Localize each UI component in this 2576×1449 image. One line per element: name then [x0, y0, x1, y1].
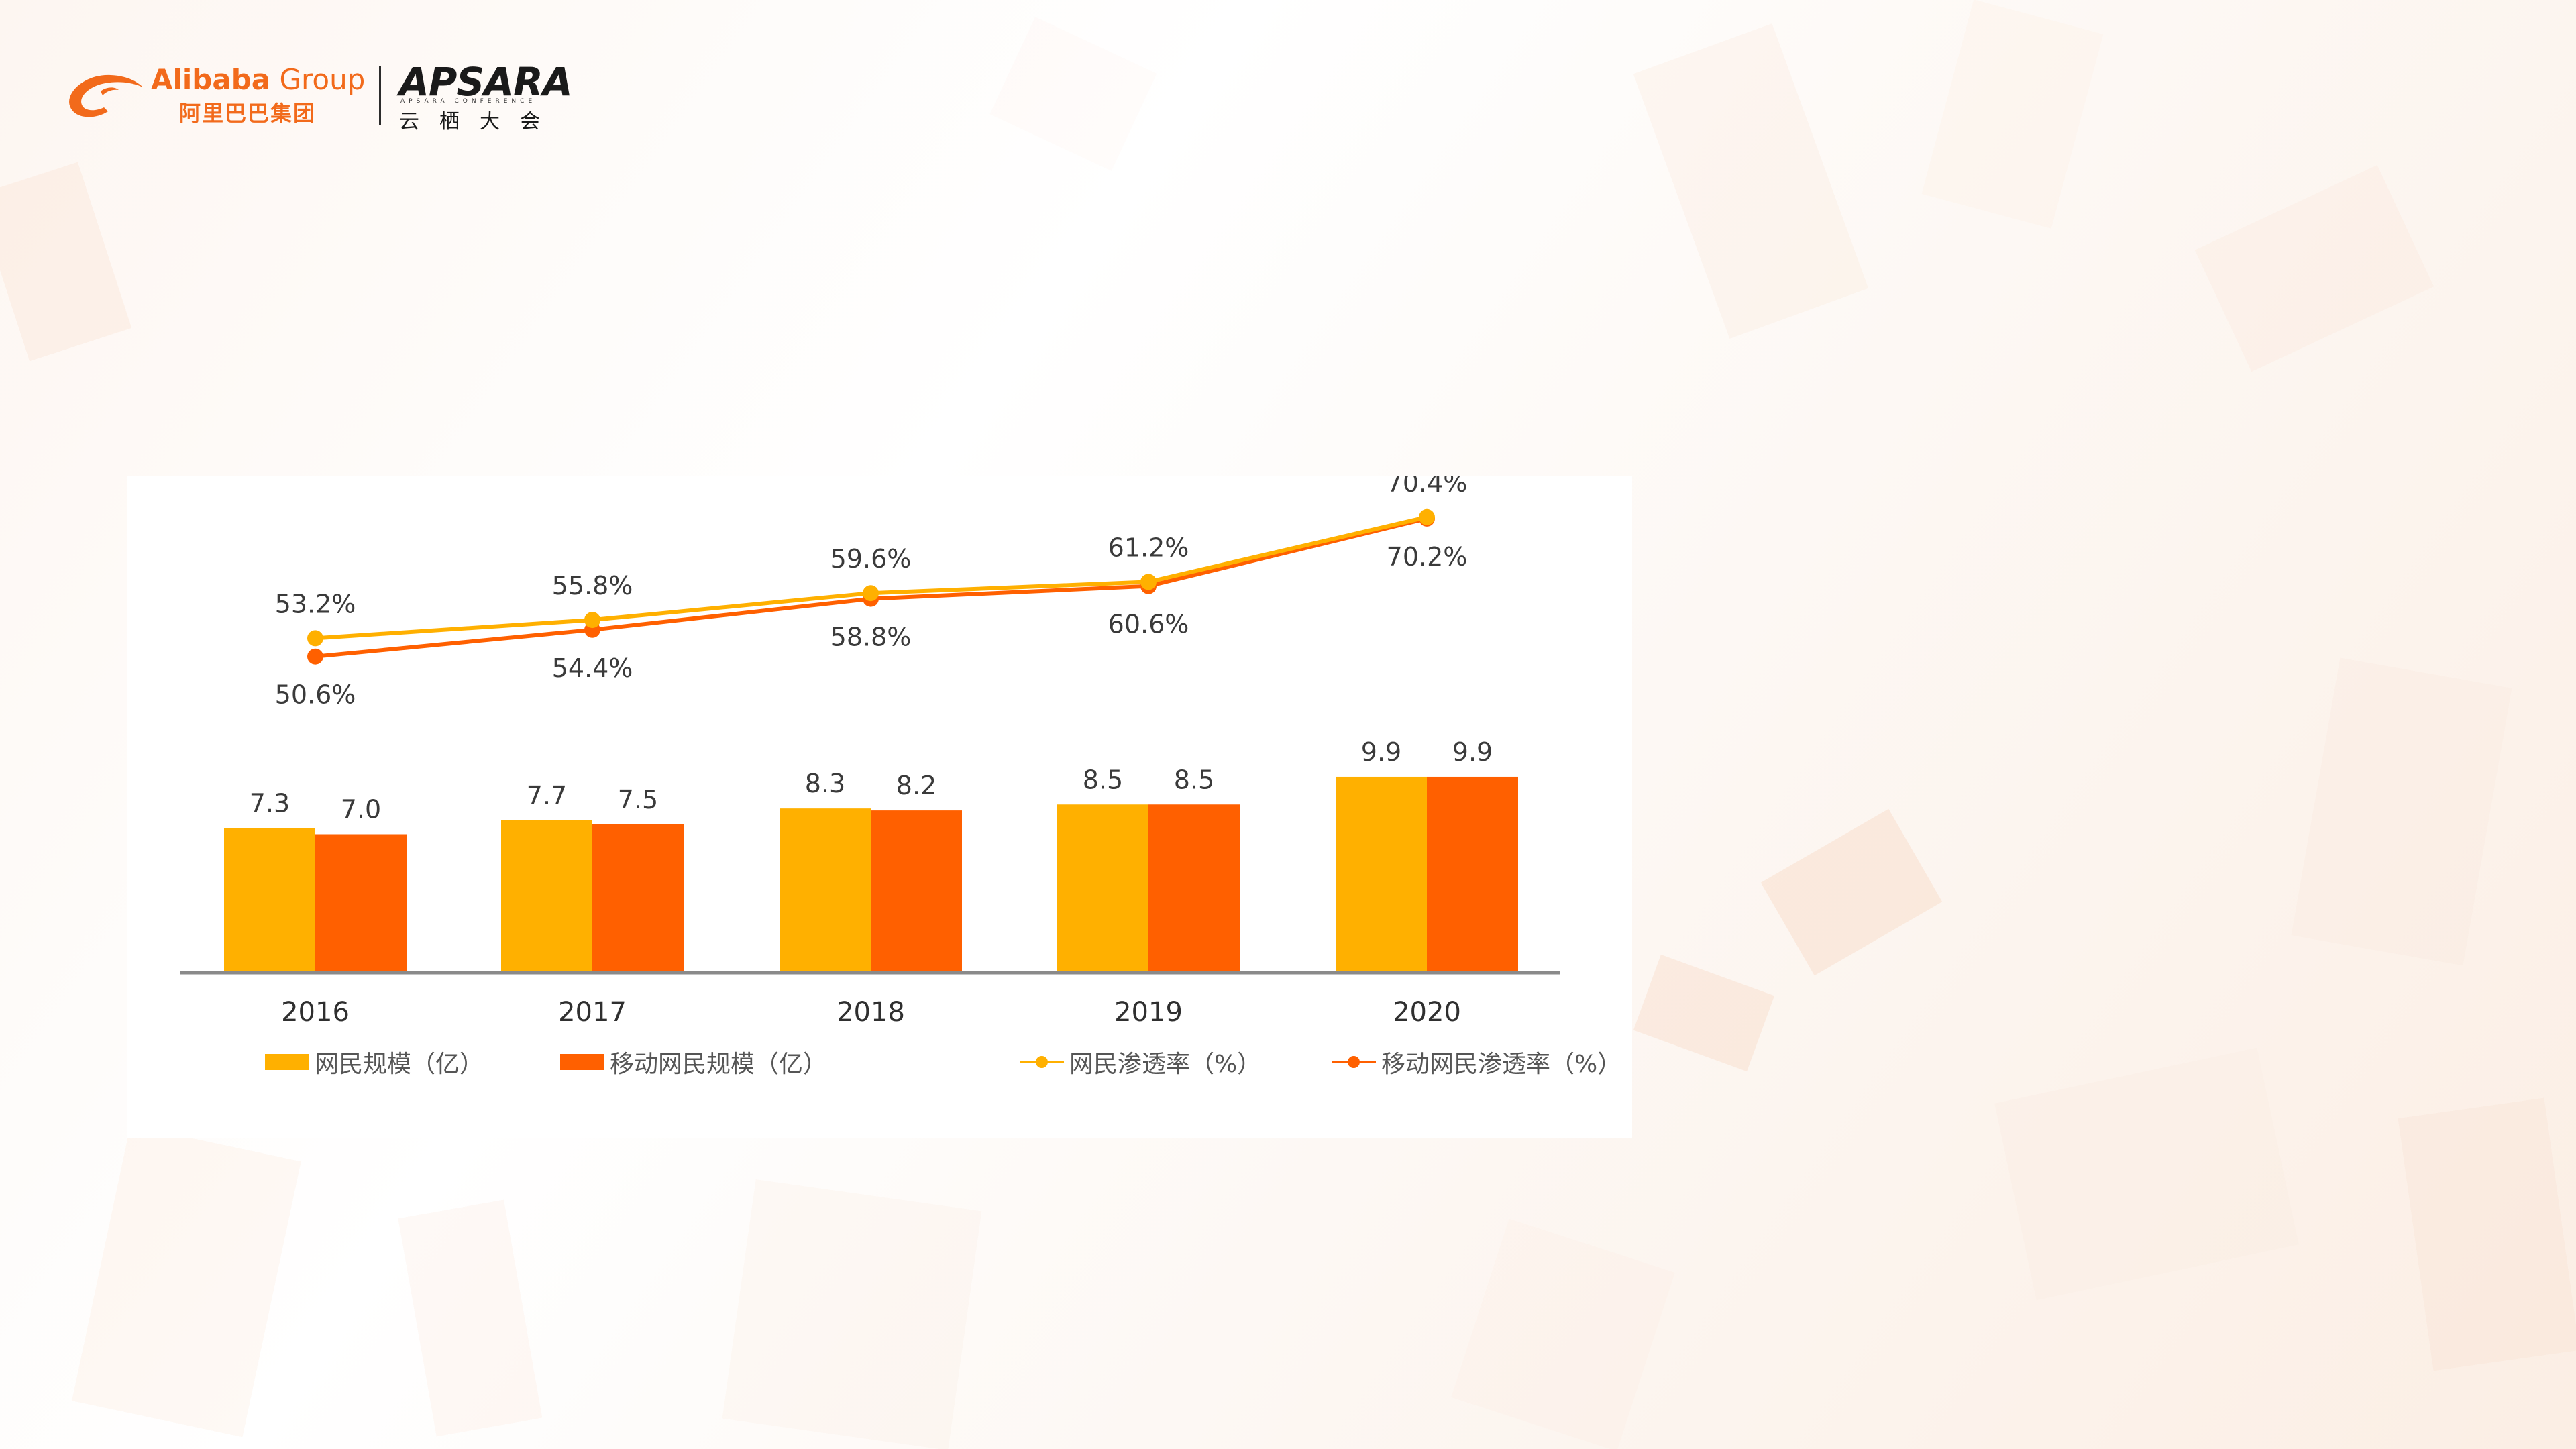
- bar-value-label: 8.5: [1174, 765, 1214, 794]
- alibaba-group-wordmark: Alibaba Group: [151, 63, 366, 96]
- alibaba-cn-wordmark: 阿里巴巴集团: [179, 101, 317, 126]
- mobile-rate-value-label: 50.6%: [275, 680, 356, 710]
- netizen-rate-point-2018: [863, 585, 879, 602]
- netizen-rate-value-label: 53.2%: [275, 589, 356, 619]
- bar-netizen-2019: [1057, 804, 1148, 973]
- netizen-rate-point-2020: [1419, 508, 1435, 525]
- bar-value-label: 7.5: [618, 785, 658, 814]
- alibaba-logo-icon: [69, 74, 143, 117]
- x-tick-label: 2020: [1393, 997, 1461, 1028]
- bar-mobile-2020: [1427, 776, 1518, 973]
- legend-label: 网民渗透率（%）: [1069, 1051, 1262, 1078]
- legend-label: 移动网民渗透率（%）: [1381, 1051, 1622, 1078]
- bar-value-label: 8.2: [896, 771, 936, 800]
- mobile-rate-value-label: 58.8%: [830, 623, 912, 652]
- legend-swatch-netizen-line: [1020, 1054, 1064, 1070]
- bar-netizen-2016: [224, 828, 315, 973]
- bar-value-label: 8.3: [805, 769, 845, 798]
- apsara-cn-wordmark: 云栖大会: [399, 110, 560, 133]
- netizen-rate-value-label: 55.8%: [552, 571, 633, 600]
- netizen-rate-value-label: 70.4%: [1387, 476, 1468, 498]
- bar-mobile-2018: [871, 810, 962, 973]
- chart-legend: 网民规模（亿） 移动网民规模（亿） 网民渗透率（%） 移动网民渗透率（%）: [265, 1045, 1621, 1079]
- mobile-rate-value-label: 70.2%: [1387, 542, 1468, 572]
- x-tick-label: 2016: [281, 997, 350, 1028]
- logo-divider: [379, 66, 381, 125]
- bar-value-label: 7.7: [527, 781, 567, 810]
- bar-value-label: 7.0: [341, 795, 381, 824]
- bar-mobile-2016: [315, 834, 407, 973]
- netizen-rate-point-2016: [307, 630, 323, 647]
- x-tick-label: 2018: [837, 997, 905, 1028]
- mobile-rate-value-label: 60.6%: [1108, 610, 1189, 639]
- apsara-conference-subtitle: APSARA CONFERENCE: [400, 98, 537, 105]
- chart-panel: 7.3 7.0 2016 7.7 7.5 2017 8.3 8.2 2018 8.5 8.5 2019…: [127, 476, 1632, 1138]
- netizen-rate-point-2017: [584, 612, 600, 629]
- bar-netizen-2020: [1336, 776, 1427, 973]
- header-logos: Alibaba Group 阿里巴巴集团 APSARA APSARA CONFE…: [64, 59, 587, 133]
- legend-swatch-mobile-bar: [560, 1054, 604, 1070]
- legend-item-mobile: 移动网民规模（亿）: [560, 1045, 827, 1079]
- legend-label: 网民规模（亿）: [315, 1051, 484, 1078]
- legend-swatch-netizen-bar: [265, 1054, 309, 1070]
- mobile-rate-value-label: 54.4%: [552, 653, 633, 683]
- bar-value-label: 8.5: [1083, 765, 1123, 794]
- bar-netizen-2018: [780, 808, 871, 973]
- netizen-rate-value-label: 61.2%: [1108, 533, 1189, 562]
- mobile-rate-point-2016: [307, 648, 323, 665]
- bar-netizen-2017: [501, 820, 592, 973]
- netizen-rate-line: [315, 515, 1428, 641]
- bar-value-label: 9.9: [1361, 737, 1401, 767]
- netizen-rate-point-2019: [1140, 574, 1157, 590]
- combo-chart: 7.3 7.0 2016 7.7 7.5 2017 8.3 8.2 2018 8.5 8.5 2019…: [180, 476, 1560, 1028]
- bar-mobile-2019: [1148, 804, 1240, 973]
- legend-item-mobile-rate: 移动网民渗透率（%）: [1332, 1045, 1621, 1079]
- bar-value-label: 7.3: [250, 789, 290, 818]
- x-tick-label: 2019: [1114, 997, 1183, 1028]
- legend-item-netizen: 网民规模（亿）: [265, 1045, 484, 1079]
- bar-value-label: 9.9: [1452, 737, 1493, 767]
- x-tick-label: 2017: [558, 997, 627, 1028]
- legend-swatch-mobile-line: [1332, 1054, 1376, 1070]
- netizen-rate-value-label: 59.6%: [830, 544, 912, 574]
- legend-item-netizen-rate: 网民渗透率（%）: [1020, 1045, 1261, 1079]
- legend-label: 移动网民规模（亿）: [610, 1051, 828, 1078]
- apsara-wordmark: APSARA: [399, 59, 573, 105]
- bar-mobile-2017: [592, 824, 684, 973]
